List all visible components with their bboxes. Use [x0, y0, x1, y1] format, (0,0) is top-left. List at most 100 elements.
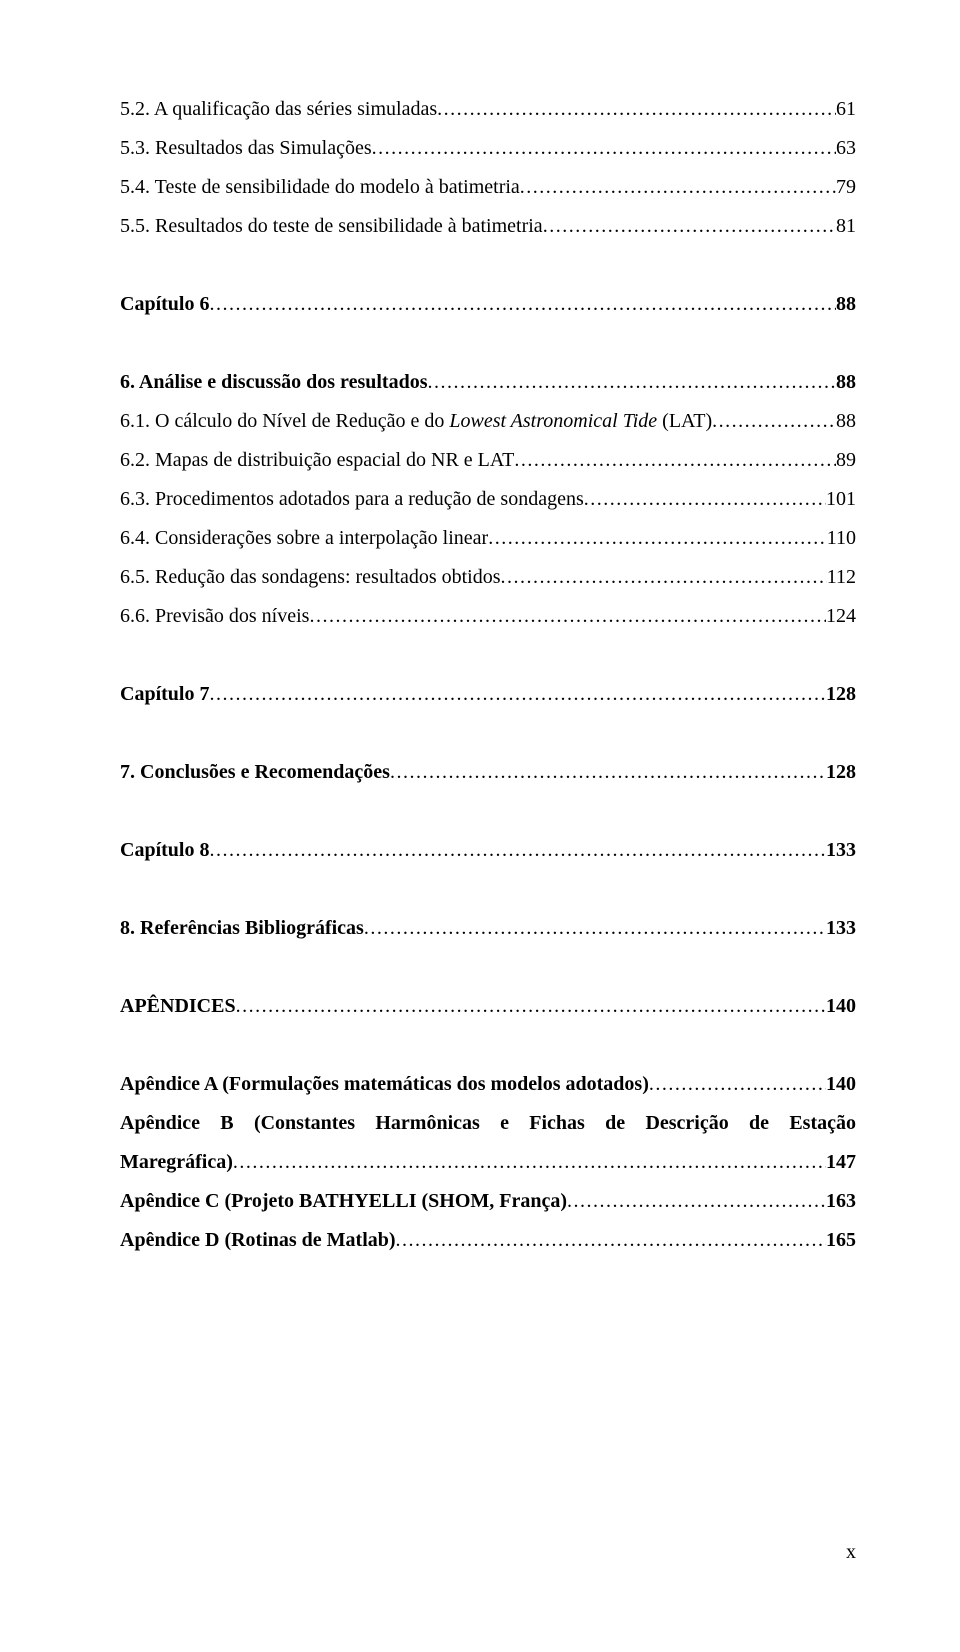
toc-page: 81: [836, 207, 856, 246]
toc-label: 8. Referências Bibliográficas: [120, 909, 364, 948]
toc-multiline-first: ApêndiceB(ConstantesHarmônicaseFichasdeD…: [120, 1104, 856, 1143]
toc-leader: [488, 519, 827, 558]
toc-entry-multiline: ApêndiceB(ConstantesHarmônicaseFichasdeD…: [120, 1104, 856, 1182]
toc-label: 6.3. Procedimentos adotados para a reduç…: [120, 480, 584, 519]
toc-word: Estação: [789, 1104, 856, 1143]
toc-word: B: [220, 1104, 233, 1143]
toc-label: Apêndice D (Rotinas de Matlab): [120, 1221, 396, 1260]
toc-label: APÊNDICES: [120, 987, 236, 1026]
toc-leader: [520, 168, 836, 207]
toc-entry: Apêndice A (Formulações matemáticas dos …: [120, 1065, 856, 1104]
toc-entry: 6.2. Mapas de distribuição espacial do N…: [120, 441, 856, 480]
toc-entry: 6.5. Redução das sondagens: resultados o…: [120, 558, 856, 597]
toc-word: (Constantes: [254, 1104, 355, 1143]
toc-label-pre: 6.1. O cálculo do Nível de Redução e do: [120, 410, 449, 432]
page-number-footer: x: [846, 1541, 856, 1564]
toc-page: 88: [836, 285, 856, 324]
toc-entry: 6.6. Previsão dos níveis124: [120, 597, 856, 636]
toc-leader: [437, 90, 836, 129]
toc-gap: [120, 636, 856, 675]
toc-page: 128: [826, 675, 856, 714]
toc-page: 163: [826, 1182, 856, 1221]
toc-word: Descrição: [645, 1104, 728, 1143]
toc-entry: 5.5. Resultados do teste de sensibilidad…: [120, 207, 856, 246]
toc-page: 112: [827, 558, 856, 597]
toc-entry: 5.2. A qualificação das séries simuladas…: [120, 90, 856, 129]
toc-label: 5.5. Resultados do teste de sensibilidad…: [120, 207, 543, 246]
toc-gap: [120, 1026, 856, 1065]
toc-page: 101: [826, 480, 856, 519]
toc-label: 6.5. Redução das sondagens: resultados o…: [120, 558, 501, 597]
toc-label: 6.1. O cálculo do Nível de Redução e do …: [120, 402, 712, 441]
toc-entry: 6.3. Procedimentos adotados para a reduç…: [120, 480, 856, 519]
toc-label: Apêndice A (Formulações matemáticas dos …: [120, 1065, 649, 1104]
toc-label: 5.2. A qualificação das séries simuladas: [120, 90, 437, 129]
toc-label: 6.4. Considerações sobre a interpolação …: [120, 519, 488, 558]
toc-label: 5.4. Teste de sensibilidade do modelo à …: [120, 168, 520, 207]
toc-gap: [120, 246, 856, 285]
toc-word: e: [500, 1104, 509, 1143]
toc-entry: Capítulo 8 133: [120, 831, 856, 870]
toc-label: Capítulo 8: [120, 831, 209, 870]
toc-word: de: [605, 1104, 625, 1143]
toc-entry: 6.4. Considerações sobre a interpolação …: [120, 519, 856, 558]
toc-page: 147: [826, 1143, 856, 1182]
toc-entry: 6.1. O cálculo do Nível de Redução e do …: [120, 402, 856, 441]
toc-multiline-second: Maregráfica)147: [120, 1143, 856, 1182]
toc-word: Apêndice: [120, 1104, 200, 1143]
toc-page: 61: [836, 90, 856, 129]
toc-page: 140: [826, 1065, 856, 1104]
toc-entry: 7. Conclusões e Recomendações 128: [120, 753, 856, 792]
toc-page: 128: [826, 753, 856, 792]
toc-label: Capítulo 7: [120, 675, 209, 714]
toc-label-italic: Lowest Astronomical Tide: [449, 410, 657, 432]
toc-entry: 5.3. Resultados das Simulações 63: [120, 129, 856, 168]
table-of-contents: 5.2. A qualificação das séries simuladas…: [120, 90, 856, 1260]
toc-label: 5.3. Resultados das Simulações: [120, 129, 372, 168]
toc-entry: APÊNDICES 140: [120, 987, 856, 1026]
toc-page: 88: [836, 402, 856, 441]
toc-word: Fichas: [529, 1104, 585, 1143]
toc-leader: [209, 285, 836, 324]
toc-gap: [120, 792, 856, 831]
toc-leader: [233, 1143, 826, 1182]
toc-leader: [427, 363, 836, 402]
toc-leader: [501, 558, 827, 597]
toc-entry: Capítulo 7 128: [120, 675, 856, 714]
toc-page: 89: [836, 441, 856, 480]
toc-label: 6.2. Mapas de distribuição espacial do N…: [120, 441, 514, 480]
toc-entry: 5.4. Teste de sensibilidade do modelo à …: [120, 168, 856, 207]
toc-gap: [120, 324, 856, 363]
toc-page: 63: [836, 129, 856, 168]
toc-gap: [120, 714, 856, 753]
toc-leader: [390, 753, 826, 792]
toc-page: 165: [826, 1221, 856, 1260]
toc-entry: 6. Análise e discussão dos resultados88: [120, 363, 856, 402]
toc-leader: [396, 1221, 826, 1260]
toc-gap: [120, 948, 856, 987]
toc-page: 88: [836, 363, 856, 402]
toc-leader: [584, 480, 826, 519]
toc-leader: [309, 597, 826, 636]
toc-leader: [364, 909, 826, 948]
toc-leader: [209, 675, 826, 714]
toc-label: Capítulo 6: [120, 285, 209, 324]
toc-entry: Apêndice C (Projeto BATHYELLI (SHOM, Fra…: [120, 1182, 856, 1221]
toc-page: 133: [826, 831, 856, 870]
toc-page: 110: [827, 519, 856, 558]
toc-label: 7. Conclusões e Recomendações: [120, 753, 390, 792]
toc-leader: [236, 987, 826, 1026]
toc-leader: [712, 402, 836, 441]
toc-page: 140: [826, 987, 856, 1026]
toc-leader: [649, 1065, 826, 1104]
toc-label: Apêndice C (Projeto BATHYELLI (SHOM, Fra…: [120, 1182, 567, 1221]
toc-word: de: [749, 1104, 769, 1143]
toc-gap: [120, 870, 856, 909]
toc-leader: [514, 441, 836, 480]
toc-page: 79: [836, 168, 856, 207]
toc-leader: [543, 207, 836, 246]
toc-leader: [372, 129, 836, 168]
toc-entry: Capítulo 6 88: [120, 285, 856, 324]
toc-leader: [209, 831, 826, 870]
toc-entry: 8. Referências Bibliográficas133: [120, 909, 856, 948]
